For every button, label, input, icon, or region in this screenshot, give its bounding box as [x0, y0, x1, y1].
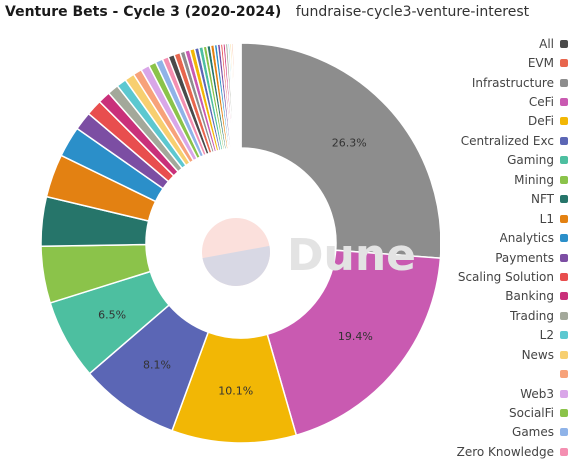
- legend-label: Infrastructure: [471, 75, 554, 90]
- legend-swatch: [560, 370, 568, 379]
- legend-item[interactable]: NFT: [440, 190, 574, 209]
- legend-item[interactable]: Payments: [440, 248, 574, 267]
- legend-swatch: [560, 234, 568, 243]
- slice-data-label: 8.1%: [143, 358, 171, 371]
- legend-swatch: [560, 59, 568, 68]
- legend-swatch: [560, 389, 568, 398]
- legend-item[interactable]: DeFi: [440, 112, 574, 131]
- legend-swatch: [560, 175, 568, 184]
- legend: All EVM Infrastructure CeFi DeFi Centralized …: [440, 34, 574, 462]
- legend-swatch: [560, 195, 568, 204]
- legend-swatch: [560, 292, 568, 301]
- legend-item[interactable]: Zero Knowledge: [440, 442, 574, 461]
- legend-item[interactable]: Infrastructure: [440, 73, 574, 92]
- donut-chart: 26.3% 19.4% 10.1% 8.1% 6.5% Dune: [40, 42, 440, 444]
- legend-item[interactable]: L2: [440, 326, 574, 345]
- slice-labels: 26.3% 19.4% 10.1% 8.1% 6.5%: [98, 137, 373, 398]
- donut-slice[interactable]: [238, 42, 242, 149]
- donut-slice[interactable]: [266, 249, 440, 437]
- legend-item[interactable]: SocialFi: [440, 403, 574, 422]
- legend-item[interactable]: CeFi: [440, 92, 574, 111]
- legend-label: L1: [539, 211, 554, 226]
- legend-swatch: [560, 156, 568, 165]
- slice-data-label: 6.5%: [98, 309, 126, 322]
- query-name: fundraise-cycle3-venture-interest: [295, 4, 530, 20]
- legend-label: Gaming: [507, 153, 554, 168]
- legend-item[interactable]: Gaming: [440, 151, 574, 170]
- legend-swatch: [560, 253, 568, 262]
- legend-label: Zero Knowledge: [456, 444, 554, 459]
- legend-label: DeFi: [528, 114, 554, 129]
- legend-swatch: [560, 311, 568, 320]
- legend-item[interactable]: Games: [440, 423, 574, 442]
- legend-swatch: [560, 117, 568, 126]
- watermark-text: Dune: [287, 230, 416, 281]
- watermark-logo-bottom: [202, 245, 270, 286]
- legend-item[interactable]: Trading: [440, 306, 574, 325]
- donut-slice[interactable]: [240, 42, 440, 259]
- legend-label: Trading: [509, 308, 554, 323]
- chart-title: Venture Bets - Cycle 3 (2020-2024): [5, 4, 282, 20]
- legend-item[interactable]: News: [440, 345, 574, 364]
- legend-label: L2: [539, 328, 554, 343]
- slice-data-label: 19.4%: [338, 330, 373, 343]
- legend-swatch: [560, 331, 568, 340]
- legend-item[interactable]: Centralized Exc: [440, 131, 574, 150]
- legend-label: Centralized Exc: [460, 133, 554, 148]
- legend-item[interactable]: L1: [440, 209, 574, 228]
- legend-swatch: [560, 78, 568, 87]
- legend-label: EVM: [527, 56, 554, 71]
- legend-item[interactable]: All: [440, 34, 574, 53]
- legend-label: SocialFi: [509, 406, 554, 421]
- legend-label: Web3: [520, 386, 554, 401]
- legend-label: Mining: [514, 172, 554, 187]
- legend-swatch: [560, 409, 568, 418]
- donut-slices: [40, 42, 440, 444]
- legend-swatch: [560, 98, 568, 107]
- legend-swatch: [560, 350, 568, 359]
- legend-swatch: [560, 447, 568, 456]
- legend-swatch: [560, 39, 568, 48]
- slice-data-label: 26.3%: [332, 137, 367, 150]
- legend-item[interactable]: Web3: [440, 384, 574, 403]
- legend-swatch: [560, 136, 568, 145]
- dune-watermark: Dune: [202, 218, 416, 286]
- legend-label: All: [539, 36, 554, 51]
- legend-label: CeFi: [528, 95, 554, 110]
- slice-data-label: 10.1%: [218, 384, 253, 397]
- legend-label: Payments: [495, 250, 554, 265]
- legend-label: News: [521, 347, 554, 362]
- legend-label: Scaling Solution: [457, 269, 554, 284]
- chart-header: Venture Bets - Cycle 3 (2020-2024) fundr…: [5, 4, 529, 24]
- legend-label: Games: [512, 425, 554, 440]
- legend-label: NFT: [531, 192, 554, 207]
- legend-swatch: [560, 428, 568, 437]
- legend-item[interactable]: EVM: [440, 53, 574, 72]
- legend-swatch: [560, 272, 568, 281]
- legend-label: Analytics: [499, 231, 555, 246]
- legend-item[interactable]: Mining: [440, 170, 574, 189]
- legend-label: Banking: [505, 289, 554, 304]
- legend-swatch: [560, 214, 568, 223]
- legend-item[interactable]: [440, 364, 574, 383]
- legend-item[interactable]: Analytics: [440, 228, 574, 247]
- legend-item[interactable]: Banking: [440, 287, 574, 306]
- legend-item[interactable]: Scaling Solution: [440, 267, 574, 286]
